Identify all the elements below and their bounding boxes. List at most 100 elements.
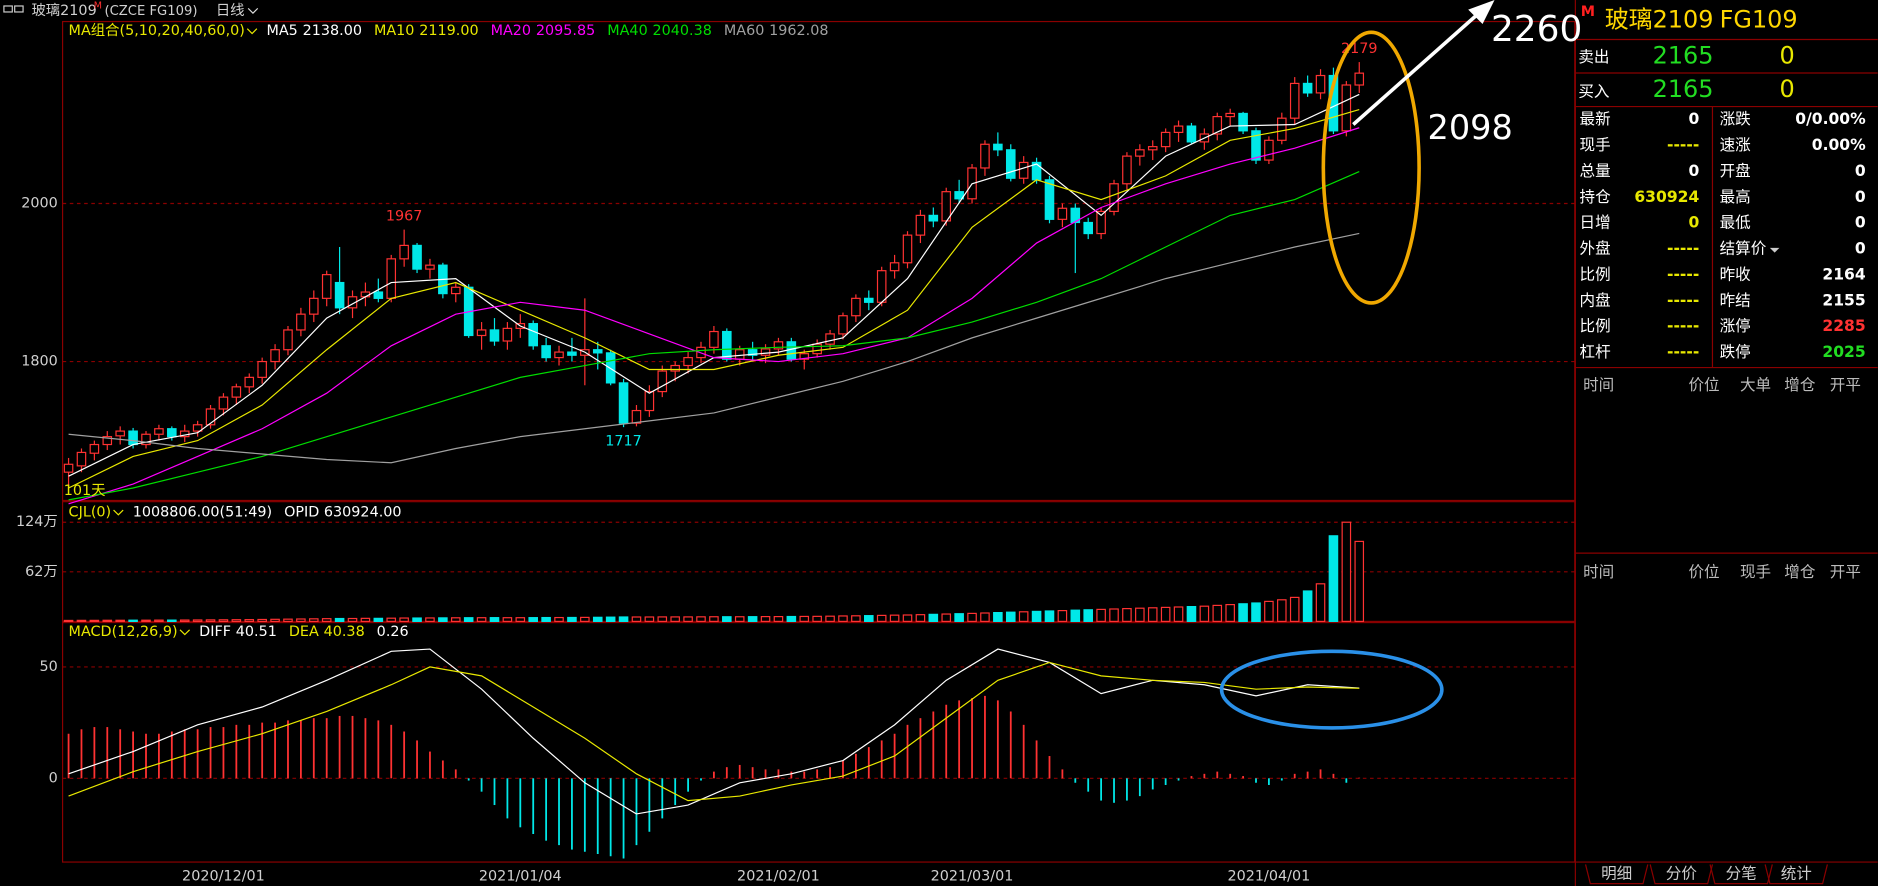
candle-body bbox=[734, 349, 745, 360]
y-tick-label: 2000 bbox=[21, 196, 58, 212]
chevron bbox=[179, 629, 191, 636]
highlight-ellipse bbox=[1321, 30, 1421, 305]
candle-body bbox=[231, 386, 242, 398]
column-header: 增仓 bbox=[1784, 563, 1816, 581]
quote-value: 0 bbox=[1855, 162, 1866, 180]
volume-bar bbox=[399, 617, 409, 622]
period[interactable]: 日线 bbox=[216, 2, 245, 19]
candle-body bbox=[296, 313, 306, 331]
quote-label: 杠杆 bbox=[1580, 343, 1611, 361]
volume-bar bbox=[1315, 583, 1326, 622]
low-label: 1717 bbox=[605, 434, 642, 450]
candle-body bbox=[567, 351, 577, 356]
candle-body bbox=[1070, 207, 1081, 224]
candle-body bbox=[450, 286, 461, 295]
candle-body bbox=[838, 315, 848, 335]
volume-bar bbox=[618, 616, 629, 622]
candle-body bbox=[980, 143, 990, 169]
legend-name: MA20 bbox=[491, 23, 531, 39]
volume-bar bbox=[102, 619, 113, 622]
quote-value: ----- bbox=[1667, 240, 1699, 258]
volume-bar bbox=[915, 614, 926, 622]
tab-shape bbox=[1764, 864, 1828, 885]
dropdown bbox=[1769, 247, 1780, 253]
indicator-line bbox=[68, 171, 1360, 501]
candle-body bbox=[683, 357, 693, 367]
candle-body bbox=[192, 424, 203, 432]
volume-bar bbox=[799, 615, 810, 622]
volume-bar bbox=[231, 619, 242, 622]
indicator-line bbox=[68, 108, 1360, 489]
candle-body bbox=[360, 291, 371, 298]
column-header: 开平 bbox=[1830, 563, 1861, 581]
candle-body bbox=[154, 428, 164, 435]
candle-body bbox=[1135, 149, 1145, 157]
tab[interactable]: 统计 bbox=[1781, 865, 1812, 883]
column-header: 现手 bbox=[1740, 563, 1771, 581]
volume-bar bbox=[1341, 521, 1352, 622]
candle-body bbox=[670, 364, 680, 372]
candle-body bbox=[1238, 112, 1248, 132]
candle-body bbox=[954, 191, 964, 200]
volume-bar bbox=[773, 615, 784, 622]
volume-bar bbox=[476, 617, 487, 622]
volume-bar bbox=[270, 618, 280, 622]
candle-body bbox=[1341, 84, 1352, 132]
column-header: 时间 bbox=[1583, 563, 1614, 581]
candle-body bbox=[321, 274, 332, 299]
candle-body bbox=[205, 408, 216, 426]
candle-body bbox=[63, 463, 74, 473]
candle-body bbox=[928, 214, 939, 222]
legend-title: MACD(12,26,9) bbox=[69, 624, 178, 640]
quote-value: ----- bbox=[1667, 317, 1699, 335]
candle-body bbox=[747, 349, 758, 356]
candle-body bbox=[1289, 82, 1300, 119]
volume-bar bbox=[1070, 609, 1081, 622]
icon[interactable] bbox=[3, 5, 13, 13]
tab[interactable]: 分笔 bbox=[1726, 865, 1757, 883]
candle-body bbox=[386, 258, 397, 299]
volume-bar bbox=[889, 614, 900, 622]
volume-bar bbox=[631, 616, 642, 622]
volume-bar bbox=[1354, 540, 1365, 622]
quote-value: 0/0.00% bbox=[1795, 110, 1866, 128]
volume-bar bbox=[786, 615, 797, 622]
volume-bar bbox=[502, 617, 513, 622]
quote-label: 涨停 bbox=[1720, 317, 1751, 335]
legend-value: 1008806.00(51:49) bbox=[133, 504, 272, 520]
candle-body bbox=[657, 370, 668, 393]
volume-bar bbox=[644, 616, 655, 622]
legend-name: MA60 bbox=[724, 23, 764, 39]
candle-body bbox=[218, 396, 229, 410]
chevron bbox=[247, 7, 259, 15]
tab[interactable]: 明细 bbox=[1601, 865, 1632, 883]
quote-label: 最新 bbox=[1580, 110, 1611, 128]
candle-body bbox=[1096, 210, 1106, 235]
quote-label: 跌停 bbox=[1720, 343, 1751, 361]
volume-bar bbox=[1186, 606, 1197, 622]
legend-value: 2138.00 bbox=[303, 23, 362, 39]
candle-body bbox=[412, 244, 422, 270]
volume-bar bbox=[489, 617, 500, 622]
tab[interactable]: 分价 bbox=[1666, 865, 1698, 883]
chevron bbox=[246, 28, 258, 35]
candle-body bbox=[476, 329, 487, 337]
icon[interactable] bbox=[14, 5, 24, 13]
indicator-line bbox=[68, 661, 1360, 802]
candle-body bbox=[851, 297, 861, 317]
y-tick-label: 1800 bbox=[21, 354, 58, 370]
volume-bar bbox=[321, 618, 332, 622]
volume-bar bbox=[1199, 605, 1210, 622]
volume-bar bbox=[1135, 607, 1145, 622]
volume-bar bbox=[1031, 610, 1042, 622]
bid-price: 2165 bbox=[1653, 75, 1714, 103]
ask-price: 2165 bbox=[1653, 41, 1714, 69]
volume-bar bbox=[192, 619, 203, 622]
quote-value: 2164 bbox=[1822, 265, 1865, 283]
volume-bar bbox=[1005, 611, 1016, 622]
candle-body bbox=[1147, 146, 1158, 151]
legend-title: MA组合(5,10,20,40,60,0) bbox=[69, 22, 245, 39]
quote-label: 外盘 bbox=[1580, 239, 1611, 258]
